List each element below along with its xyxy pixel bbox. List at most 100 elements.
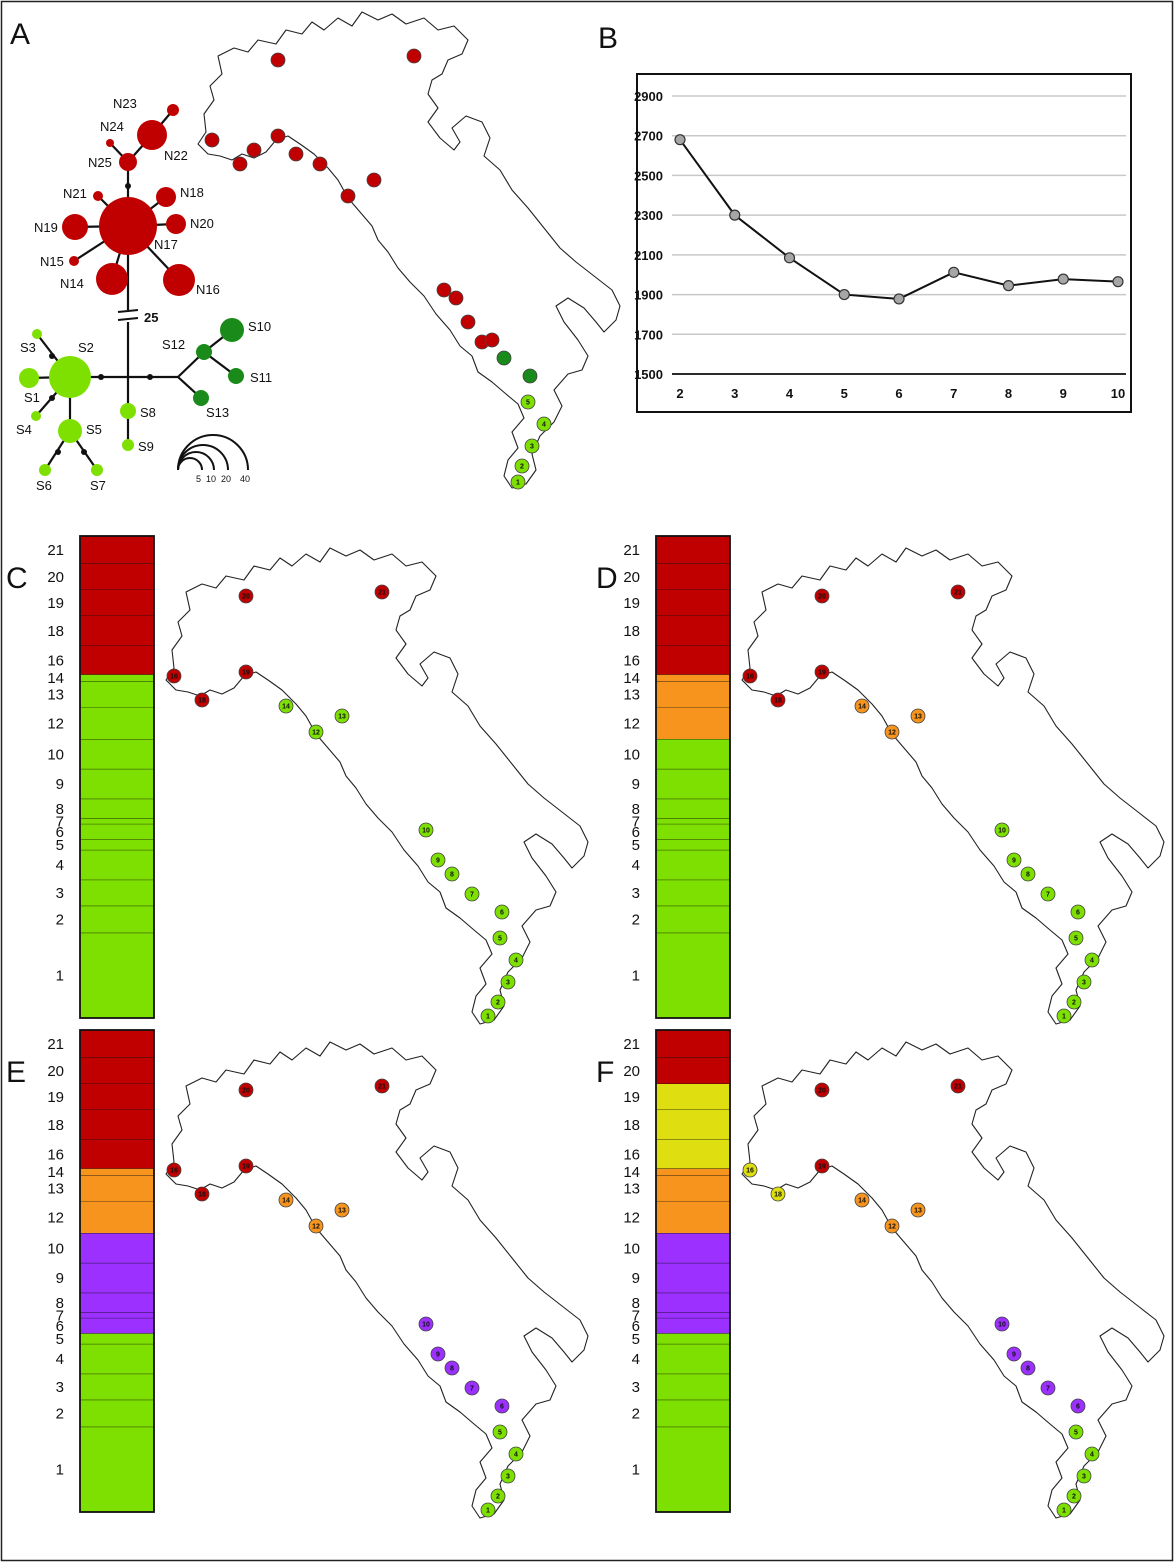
map-point: 10 (994, 1316, 1010, 1332)
chart-b: 1500 1700 1900 2100 2300 2500 2700 2900 2 3 4 5 6 7 8… (634, 73, 1132, 413)
haplotype-s5 (58, 419, 82, 443)
map-point: 13 (910, 708, 926, 724)
x-tick-label: 4 (786, 386, 794, 401)
map-point: 18 (770, 1186, 786, 1202)
map-point: 2 (514, 458, 530, 474)
structure-block (80, 645, 154, 675)
hap-label-s13: S13 (206, 405, 229, 420)
data-point (893, 293, 905, 305)
map-point: 21 (374, 1078, 390, 1094)
pop-label: 8 (632, 801, 640, 818)
pop-label: 8 (56, 1295, 64, 1312)
pop-label: 18 (47, 623, 64, 640)
map-point: 19 (814, 664, 830, 680)
map-point-label: 18 (198, 1192, 206, 1199)
map-point (270, 128, 286, 144)
map-point (246, 142, 262, 158)
map-point-label: 5 (1074, 936, 1078, 943)
hap-label-n24: N24 (100, 119, 124, 134)
haplotype-n22 (137, 120, 167, 150)
y-tick-label: 2900 (634, 89, 663, 104)
hap-label-s3: S3 (20, 340, 36, 355)
pop-label: 19 (623, 1089, 640, 1106)
map-point-label: 6 (1076, 1404, 1080, 1411)
structure-block (80, 1057, 154, 1084)
hap-label-s2: S2 (78, 340, 94, 355)
map-point (522, 368, 538, 384)
x-tick-label: 10 (1111, 386, 1125, 401)
map-point: 21 (950, 1078, 966, 1094)
haplotype-s1 (19, 368, 39, 388)
structure-block (656, 933, 730, 1018)
pop-label: 3 (56, 1379, 64, 1396)
panel-label-d: D (596, 562, 618, 595)
map-point: 21 (374, 584, 390, 600)
pop-label: 6 (632, 824, 640, 841)
data-point (729, 209, 741, 221)
map-point-label: 13 (338, 1208, 346, 1215)
map-point-label: 4 (542, 422, 546, 429)
structure-block (656, 799, 730, 819)
structure-block (80, 1083, 154, 1111)
pop-label: 16 (623, 652, 640, 669)
haplotype-n24 (106, 139, 114, 147)
structure-block (656, 739, 730, 770)
structure-block (80, 906, 154, 934)
data-point (948, 266, 960, 278)
map-point-label: 14 (858, 1198, 866, 1205)
size-legend-40: 40 (240, 474, 250, 484)
structure-block (656, 818, 730, 825)
structure-block (656, 589, 730, 617)
structure-block (80, 1400, 154, 1428)
map-point: 6 (1070, 904, 1086, 920)
map-point-label: 3 (1082, 980, 1086, 987)
map-point-label: 4 (1090, 958, 1094, 965)
map-point-label: 8 (1026, 872, 1030, 879)
pop-label: 3 (632, 885, 640, 902)
haplotype-n14 (96, 263, 128, 295)
panel-d: 2120191816141312109876543212120191816141… (623, 535, 1165, 1025)
structure-block (80, 1110, 154, 1140)
pop-label: 13 (623, 1181, 640, 1198)
pop-label: 12 (47, 1209, 64, 1226)
structure-block (80, 799, 154, 819)
map-point-label: 8 (450, 872, 454, 879)
y-tick-label: 2500 (634, 168, 663, 183)
map-point (366, 172, 382, 188)
map-point: 18 (770, 692, 786, 708)
pop-label: 14 (623, 1164, 640, 1181)
map-point-label: 7 (1046, 892, 1050, 899)
map-point (460, 314, 476, 330)
y-tick-label: 1900 (634, 288, 663, 303)
hap-label-n19: N19 (34, 220, 58, 235)
haplotype-s2 (49, 356, 91, 398)
structure-block (80, 616, 154, 646)
map-point-label: 3 (530, 444, 534, 451)
structure-block (80, 1293, 154, 1313)
x-tick-label: 6 (895, 386, 902, 401)
structure-block (656, 1293, 730, 1313)
x-tick-label: 7 (950, 386, 957, 401)
pop-label: 14 (623, 670, 640, 687)
map-point (496, 350, 512, 366)
pop-label: 2 (632, 1406, 640, 1423)
map-point-label: 20 (818, 594, 826, 601)
structure-block (656, 1057, 730, 1084)
structure-bar (655, 535, 731, 1019)
map-point (436, 282, 452, 298)
map-point: 10 (418, 1316, 434, 1332)
map-point: 3 (1076, 974, 1092, 990)
map-point: 9 (1006, 1346, 1022, 1362)
map-point: 14 (278, 698, 294, 714)
map-point: 14 (854, 698, 870, 714)
structure-block (80, 769, 154, 800)
haplotype-s3 (32, 329, 42, 339)
map-point: 6 (1070, 1398, 1086, 1414)
hap-label-n17: N17 (154, 237, 178, 252)
map-point: 3 (1076, 1468, 1092, 1484)
panel-c: 2120191816141312109876543212120191816141… (47, 535, 589, 1025)
data-point (1002, 280, 1015, 292)
map-point: 8 (444, 1360, 460, 1376)
map-point-label: 19 (818, 670, 826, 677)
pop-label: 4 (56, 857, 64, 874)
